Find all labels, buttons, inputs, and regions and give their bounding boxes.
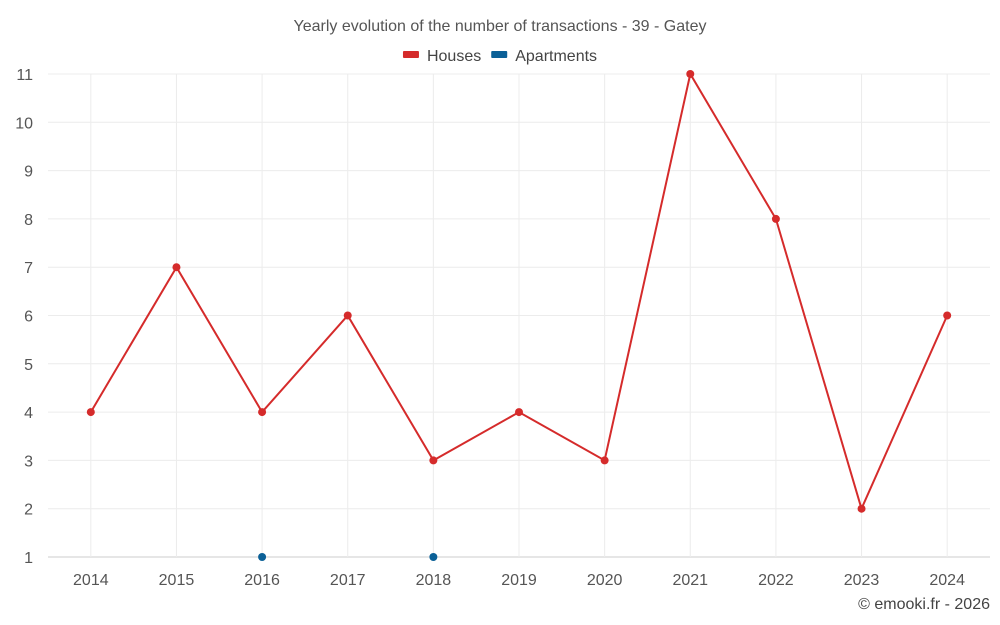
x-tick-label: 2018 — [416, 572, 452, 589]
x-tick-label: 2015 — [159, 572, 195, 589]
data-point-houses[interactable] — [343, 311, 352, 320]
data-point-houses[interactable] — [515, 408, 523, 417]
legend-label: Houses — [427, 48, 481, 65]
data-point-apartments[interactable] — [258, 553, 267, 561]
data-point-houses[interactable] — [600, 456, 609, 465]
legend: Houses Apartments — [402, 48, 597, 65]
series-layer — [86, 70, 952, 561]
chart-title: Yearly evolution of the number of transa… — [294, 18, 707, 35]
data-point-houses[interactable] — [857, 504, 866, 513]
legend-swatch — [402, 51, 419, 58]
data-point-apartments[interactable] — [429, 553, 438, 561]
y-tick-label: 7 — [24, 260, 33, 277]
y-tick-label: 1 — [24, 550, 33, 567]
y-tick-label: 2 — [24, 502, 33, 519]
y-tick-label: 5 — [24, 357, 33, 374]
x-tick-label: 2017 — [330, 572, 366, 589]
legend-label: Apartments — [515, 48, 597, 65]
y-tick-label: 3 — [24, 453, 33, 470]
legend-item-houses[interactable]: Houses — [402, 48, 481, 65]
data-point-houses[interactable] — [943, 311, 952, 320]
y-tick-label: 10 — [15, 115, 33, 132]
data-point-houses[interactable] — [771, 214, 780, 223]
data-point-houses[interactable] — [429, 456, 438, 465]
credit: © emooki.fr - 2026 — [858, 596, 990, 613]
data-point-houses[interactable] — [86, 408, 95, 417]
x-tick-label: 2014 — [73, 572, 109, 589]
data-point-houses[interactable] — [258, 408, 267, 417]
grid — [48, 73, 990, 558]
x-tick-label: 2016 — [244, 572, 280, 589]
legend-swatch — [491, 51, 508, 58]
y-tick-label: 9 — [24, 164, 33, 181]
y-tick-label: 11 — [16, 67, 33, 84]
y-tick-label: 6 — [24, 309, 33, 326]
x-tick-label: 2024 — [929, 572, 965, 589]
x-tick-label: 2019 — [501, 572, 537, 589]
x-tick-label: 2023 — [844, 572, 880, 589]
axes: 1 2 3 4 5 6 7 8 9 10 11 2014 2015 2016 2017 2018 2019 202… — [15, 67, 965, 589]
legend-item-apartments[interactable]: Apartments — [491, 48, 597, 65]
data-point-houses[interactable] — [172, 263, 181, 272]
x-tick-label: 2022 — [758, 572, 794, 589]
y-tick-label: 8 — [24, 212, 33, 229]
x-tick-label: 2021 — [672, 572, 708, 589]
data-point-houses[interactable] — [686, 70, 695, 78]
y-tick-label: 4 — [24, 405, 33, 422]
x-tick-label: 2020 — [587, 572, 623, 589]
